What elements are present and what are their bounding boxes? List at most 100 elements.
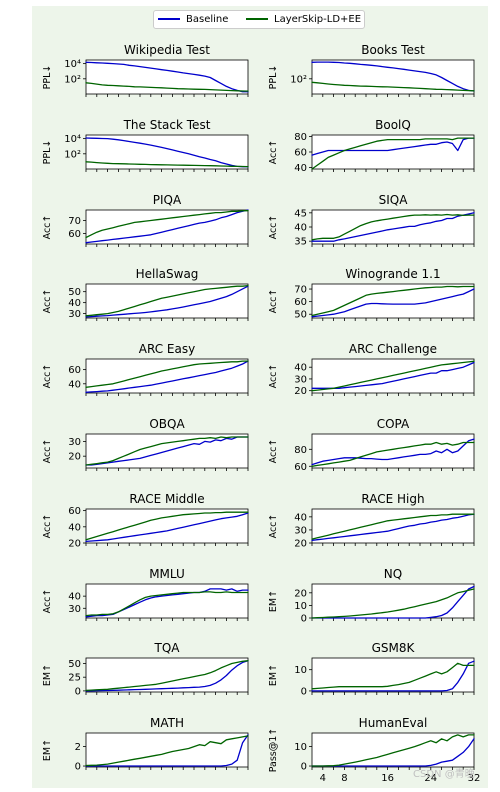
boolq-series-baseline bbox=[311, 137, 475, 156]
piqa-plot-area bbox=[85, 209, 249, 245]
books-test-title: Books Test bbox=[361, 43, 425, 57]
obqa-title: OBQA bbox=[149, 417, 185, 431]
the-stack-test-title: The Stack Test bbox=[123, 118, 211, 132]
boolq-plot-area bbox=[311, 134, 475, 170]
the-stack-test-series-baseline bbox=[85, 137, 249, 168]
legend-swatch-baseline bbox=[158, 18, 180, 20]
race-middle-plot-area bbox=[85, 508, 249, 544]
piqa-title: PIQA bbox=[153, 193, 182, 207]
winogrande-1-1-series-baseline bbox=[311, 288, 475, 318]
arc-easy-series-baseline bbox=[85, 360, 249, 393]
mmlu-plot-area bbox=[85, 583, 249, 619]
nq-title: NQ bbox=[384, 567, 402, 581]
books-test-series-baseline bbox=[311, 61, 475, 92]
siqa-ytick-label: 45 bbox=[294, 208, 307, 219]
math-series-layerskip-ld-ee bbox=[85, 735, 249, 767]
books-test-ytick-label: 10² bbox=[290, 74, 307, 85]
obqa-ytick-label: 20 bbox=[68, 452, 81, 463]
tqa-series-layerskip-ld-ee bbox=[85, 660, 249, 692]
humaneval-xtick-label: 8 bbox=[341, 773, 347, 784]
tqa-ytick-label: 25 bbox=[68, 673, 81, 684]
winogrande-1-1-plot-area bbox=[311, 283, 475, 319]
race-high-ytick-label: 40 bbox=[294, 512, 307, 523]
boolq-series-layerskip-ld-ee bbox=[311, 137, 475, 170]
winogrande-1-1-ytick-label: 70 bbox=[294, 285, 307, 296]
race-middle-ytick-label: 40 bbox=[68, 522, 81, 533]
race-middle-series-layerskip-ld-ee bbox=[85, 511, 249, 541]
hellaswag-series-layerskip-ld-ee bbox=[85, 284, 249, 317]
wikipedia-test-ytick-label: 10⁴ bbox=[64, 59, 81, 70]
watermark: CSDN @青晚 bbox=[413, 769, 475, 780]
piqa-series-layerskip-ld-ee bbox=[85, 210, 249, 239]
books-test-plot-area bbox=[311, 59, 475, 95]
race-middle-ytick-label: 60 bbox=[68, 506, 81, 517]
hellaswag-ytick-label: 40 bbox=[68, 298, 81, 309]
tqa-title: TQA bbox=[154, 641, 181, 655]
obqa-ylabel: Acc↑ bbox=[42, 439, 53, 464]
boolq-ytick-label: 40 bbox=[294, 163, 307, 174]
boolq-title: BoolQ bbox=[375, 118, 411, 132]
piqa-series-baseline bbox=[85, 209, 249, 244]
obqa-series-baseline bbox=[85, 436, 249, 466]
copa-series-layerskip-ld-ee bbox=[311, 441, 475, 467]
arc-easy-title: ARC Easy bbox=[139, 342, 195, 356]
copa-title: COPA bbox=[377, 417, 410, 431]
gsm8k-ylabel: EM↑ bbox=[268, 664, 279, 686]
arc-easy-plot-area bbox=[85, 358, 249, 394]
mmlu-ylabel: Acc↑ bbox=[42, 589, 53, 614]
arc-challenge-ytick-label: 20 bbox=[294, 386, 307, 397]
math-ylabel: EM↑ bbox=[42, 739, 53, 761]
race-high-title: RACE High bbox=[361, 492, 424, 506]
piqa-ytick-label: 60 bbox=[68, 229, 81, 240]
race-high-ylabel: Acc↑ bbox=[268, 514, 279, 539]
the-stack-test-ytick-label: 10² bbox=[64, 149, 81, 160]
arc-challenge-title: ARC Challenge bbox=[349, 342, 437, 356]
winogrande-1-1-title: Winogrande 1.1 bbox=[345, 267, 440, 281]
winogrande-1-1-series-layerskip-ld-ee bbox=[311, 285, 475, 317]
the-stack-test-ytick-label: 10⁴ bbox=[64, 134, 81, 145]
the-stack-test-series-layerskip-ld-ee bbox=[85, 161, 249, 168]
books-test-series-layerskip-ld-ee bbox=[311, 81, 475, 92]
humaneval-xtick-label: 32 bbox=[468, 773, 481, 784]
humaneval-series-layerskip-ld-ee bbox=[311, 734, 475, 767]
arc-easy-ytick-label: 60 bbox=[68, 365, 81, 376]
nq-plot-area bbox=[311, 583, 475, 619]
race-middle-series-baseline bbox=[85, 512, 249, 543]
copa-ylabel: Acc↑ bbox=[268, 439, 279, 464]
wikipedia-test-ylabel: PPL↓ bbox=[42, 65, 53, 90]
mmlu-title: MMLU bbox=[149, 567, 185, 581]
arc-challenge-ylabel: Acc↑ bbox=[268, 364, 279, 389]
obqa-series-layerskip-ld-ee bbox=[85, 436, 249, 466]
piqa-ylabel: Acc↑ bbox=[42, 215, 53, 240]
humaneval-ylabel: Pass@1↑ bbox=[268, 728, 279, 773]
arc-challenge-series-layerskip-ld-ee bbox=[311, 360, 475, 392]
nq-ylabel: EM↑ bbox=[268, 590, 279, 612]
math-title: MATH bbox=[150, 716, 184, 730]
nq-series-baseline bbox=[311, 585, 475, 619]
gsm8k-ytick-label: 10 bbox=[294, 665, 307, 676]
nq-ytick-label: 10 bbox=[294, 601, 307, 612]
hellaswag-ytick-label: 50 bbox=[68, 287, 81, 298]
race-middle-title: RACE Middle bbox=[129, 492, 204, 506]
race-middle-ytick-label: 20 bbox=[68, 539, 81, 550]
arc-easy-series-layerskip-ld-ee bbox=[85, 360, 249, 388]
math-series-baseline bbox=[85, 734, 249, 767]
siqa-ylabel: Acc↑ bbox=[268, 215, 279, 240]
tqa-plot-area bbox=[85, 657, 249, 693]
boolq-ylabel: Acc↑ bbox=[268, 140, 279, 165]
winogrande-1-1-ylabel: Acc↑ bbox=[268, 289, 279, 314]
winogrande-1-1-ytick-label: 60 bbox=[294, 297, 307, 308]
race-high-ytick-label: 20 bbox=[294, 539, 307, 550]
gsm8k-series-baseline bbox=[311, 660, 475, 692]
race-high-series-layerskip-ld-ee bbox=[311, 513, 475, 540]
tqa-ytick-label: 50 bbox=[68, 659, 81, 670]
siqa-plot-area bbox=[311, 209, 475, 245]
legend-swatch-layerskip bbox=[246, 18, 268, 20]
hellaswag-series-baseline bbox=[85, 285, 249, 318]
siqa-title: SIQA bbox=[379, 193, 409, 207]
arc-easy-ylabel: Acc↑ bbox=[42, 364, 53, 389]
nq-ytick-label: 0 bbox=[301, 614, 307, 625]
humaneval-xtick-label: 4 bbox=[320, 773, 326, 784]
